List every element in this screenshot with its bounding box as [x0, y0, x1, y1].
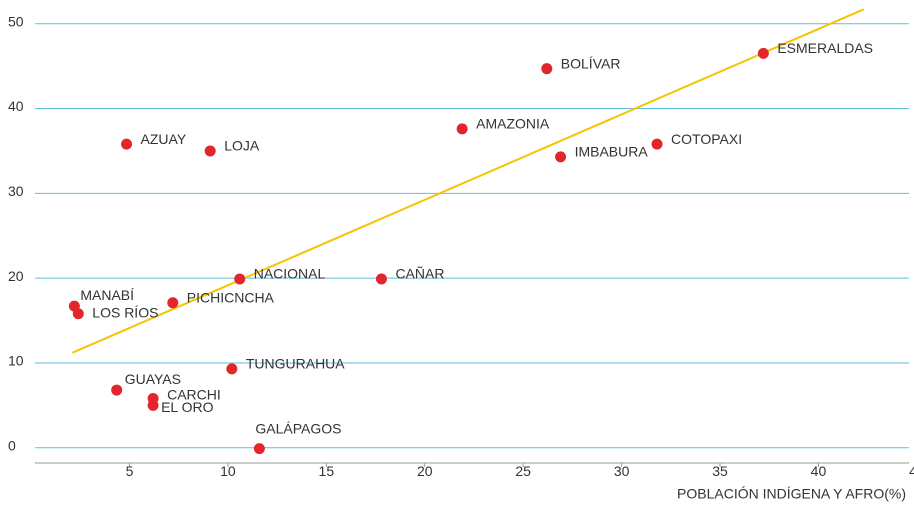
point-label: GUAYAS — [125, 371, 181, 387]
data-point — [253, 443, 265, 455]
data-point — [757, 47, 769, 59]
data-point — [541, 63, 553, 75]
point-label: LOJA — [224, 138, 260, 154]
data-point — [375, 273, 387, 285]
point-label: CARCHI — [167, 386, 221, 402]
data-point — [111, 384, 123, 396]
data-point — [555, 151, 567, 163]
y-tick-label: 40 — [8, 98, 24, 114]
x-tick-label: 15 — [319, 463, 335, 479]
point-label: AZUAY — [141, 131, 187, 147]
data-point — [147, 399, 159, 411]
point-label: COTOPAXI — [671, 131, 742, 147]
data-point — [204, 145, 216, 157]
x-tick-label: 40 — [811, 463, 827, 479]
point-label: CAÑAR — [395, 266, 444, 282]
data-point — [167, 297, 179, 309]
point-label: ESMERALDAS — [777, 40, 873, 56]
point-label: BOLÍVAR — [561, 55, 621, 71]
y-tick-label: 10 — [8, 353, 24, 369]
point-label: LOS RÍOS — [92, 304, 158, 320]
y-tick-label: 30 — [8, 183, 24, 199]
data-point — [651, 138, 663, 150]
point-label: EL ORO — [161, 399, 213, 415]
point-label: AMAZONIA — [476, 116, 550, 132]
data-point — [234, 273, 246, 285]
y-tick-label: 50 — [8, 13, 24, 29]
data-point — [121, 138, 133, 150]
point-label: TUNGURAHUA — [246, 356, 345, 372]
point-label: PICHICNCHA — [187, 289, 275, 305]
x-tick-label: 30 — [614, 463, 630, 479]
point-label: IMBABURA — [575, 144, 649, 160]
data-point — [456, 123, 468, 135]
x-tick-label: 25 — [515, 463, 531, 479]
x-tick-label: 35 — [712, 463, 728, 479]
x-axis-label: POBLACIÓN INDÍGENA Y AFRO(%) — [677, 486, 906, 502]
y-tick-label: 0 — [8, 437, 16, 453]
point-label: NACIONAL — [254, 266, 326, 282]
x-tick-label: 45 — [909, 463, 914, 479]
data-point — [72, 308, 84, 320]
x-tick-label: 10 — [220, 463, 236, 479]
data-point — [226, 363, 238, 375]
trend-line — [72, 8, 865, 354]
point-label: MANABÍ — [80, 287, 134, 303]
y-tick-label: 20 — [8, 268, 24, 284]
x-tick-label: 5 — [126, 463, 134, 479]
x-tick-label: 20 — [417, 463, 433, 479]
point-label: GALÁPAGOS — [255, 420, 341, 436]
